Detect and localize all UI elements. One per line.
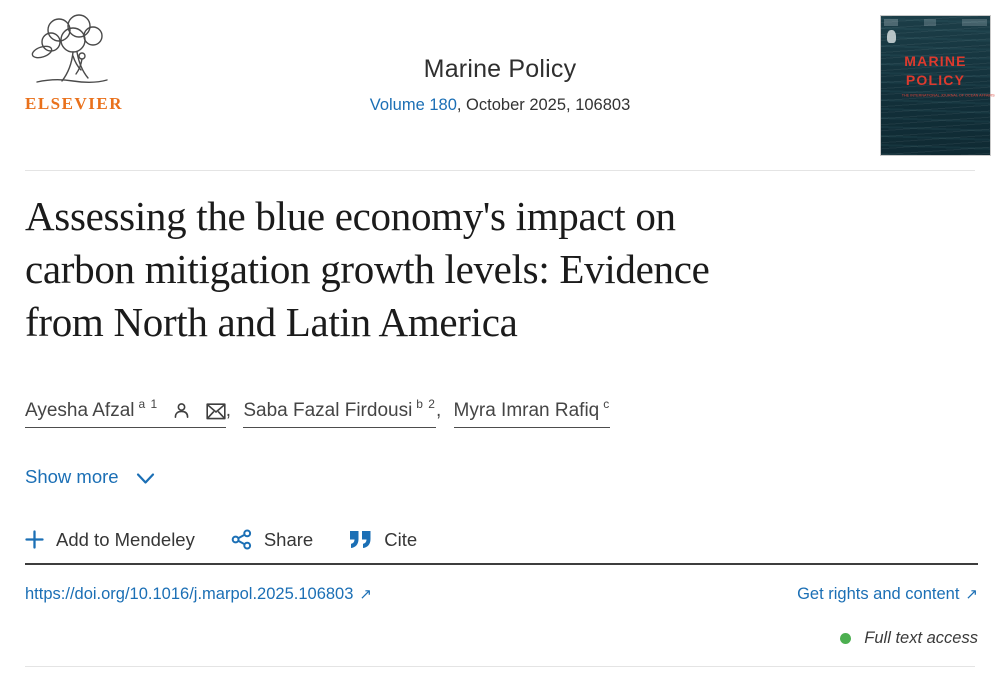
cover-top-band	[884, 19, 987, 26]
get-rights-label: Get rights and content	[797, 585, 960, 603]
cover-subtitle: THE INTERNATIONAL JOURNAL OF OCEAN AFFAI…	[901, 94, 995, 98]
bottom-divider	[25, 666, 975, 667]
journal-header: Marine Policy Volume 180, October 2025, …	[0, 55, 1000, 115]
author-list: Ayesha Afzal a 1 , Saba Fazal Firdousi b 2…	[25, 397, 611, 428]
share-label: Share	[263, 528, 314, 550]
author-link-ayesha-afzal[interactable]: Ayesha Afzal a 1	[25, 397, 226, 428]
chevron-down-icon	[136, 473, 154, 484]
issue-info: , October 2025, 106803	[456, 96, 631, 114]
cover-title: MARINE POLICY	[904, 53, 967, 88]
title-line: carbon mitigation growth levels: Evidenc…	[25, 246, 710, 292]
author-name: Saba Fazal Firdousi	[243, 400, 413, 421]
add-to-mendeley-label: Add to Mendeley	[56, 528, 195, 550]
author-name: Ayesha Afzal	[25, 400, 135, 421]
author-affiliation-sup: b 2	[416, 397, 436, 411]
elsevier-tree-logo	[31, 14, 108, 83]
show-more-label: Show more	[25, 466, 119, 487]
access-status-row: Full text access	[25, 629, 978, 648]
title-line: from North and Latin America	[25, 299, 518, 345]
header-divider	[25, 170, 975, 171]
cite-label: Cite	[384, 528, 418, 550]
share-icon	[231, 529, 251, 550]
author-link-saba-fazal-firdousi[interactable]: Saba Fazal Firdousi b 2	[243, 397, 436, 428]
cite-button[interactable]: Cite	[349, 529, 417, 551]
access-status-label: Full text access	[864, 629, 978, 647]
author-affiliation-sup: a 1	[138, 397, 159, 411]
envelope-icon	[206, 403, 226, 420]
elsevier-logo[interactable]: ELSEVIER	[25, 12, 145, 114]
author-name: Myra Imran Rafiq	[453, 400, 600, 421]
article-toolbar: Add to Mendeley Share Cite	[25, 516, 978, 565]
doi-rights-row: https://doi.org/10.1016/j.marpol.2025.10…	[25, 585, 978, 604]
author-link-myra-imran-rafiq[interactable]: Myra Imran Rafiq c	[453, 397, 611, 428]
external-link-icon: ↗	[359, 586, 372, 603]
plus-icon	[25, 530, 44, 549]
author-affiliation-sup: c	[603, 397, 611, 411]
cite-quotes-icon	[350, 531, 371, 548]
doi-url: https://doi.org/10.1016/j.marpol.2025.10…	[25, 585, 354, 603]
share-button[interactable]: Share	[231, 529, 313, 551]
add-to-mendeley-button[interactable]: Add to Mendeley	[25, 529, 195, 551]
elsevier-wordmark: ELSEVIER	[25, 94, 123, 113]
get-rights-link[interactable]: Get rights and content ↗	[797, 585, 978, 604]
journal-cover-thumbnail[interactable]: MARINE POLICY THE INTERNATIONAL JOURNAL …	[880, 15, 995, 156]
title-line: Assessing the blue economy's impact on	[25, 193, 676, 239]
volume-line: Volume 180, October 2025, 106803	[0, 96, 1000, 115]
volume-link[interactable]: Volume 180	[369, 96, 457, 114]
author-separator: ,	[435, 400, 447, 421]
person-icon	[175, 403, 189, 418]
access-status-dot-icon	[840, 633, 852, 644]
article-title: Assessing the blue economy's impact on c…	[25, 190, 975, 349]
external-link-icon: ↗	[965, 586, 978, 603]
doi-link[interactable]: https://doi.org/10.1016/j.marpol.2025.10…	[25, 585, 372, 604]
journal-title: Marine Policy	[423, 55, 577, 83]
cover-mini-elsevier-logo	[887, 30, 896, 43]
show-more-button[interactable]: Show more	[25, 466, 155, 488]
author-separator: ,	[225, 400, 237, 421]
